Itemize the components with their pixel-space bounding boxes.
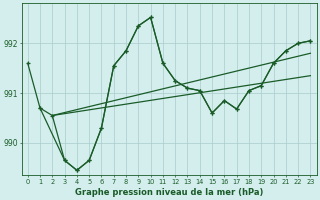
X-axis label: Graphe pression niveau de la mer (hPa): Graphe pression niveau de la mer (hPa) [75, 188, 263, 197]
